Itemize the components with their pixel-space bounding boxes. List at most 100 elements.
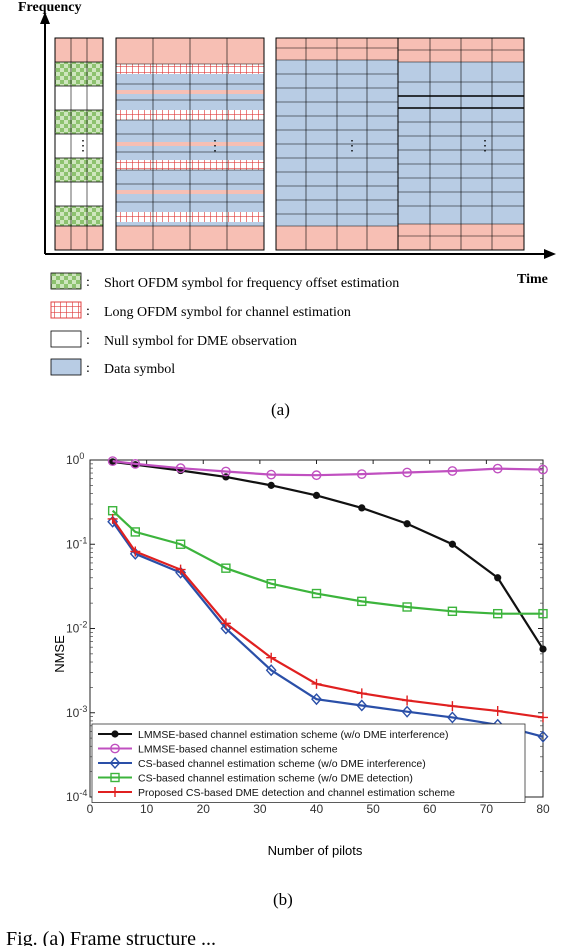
chart-legend: LMMSE-based channel estimation scheme (w… — [91, 723, 526, 803]
data-point — [538, 608, 548, 619]
data-point — [311, 588, 322, 599]
data-point — [266, 469, 277, 480]
data-point — [267, 481, 275, 489]
data-point — [130, 527, 141, 537]
series-line — [111, 521, 544, 738]
legend-entry: LMMSE-based channel estimation scheme (w… — [98, 729, 448, 741]
data-point — [492, 705, 503, 716]
data-point — [107, 513, 118, 524]
data-point — [312, 491, 321, 500]
figure-caption-text: Fig. (a) Frame structure ... — [6, 928, 216, 946]
x-tick-label: 50 — [366, 802, 380, 816]
data-point — [311, 678, 322, 689]
data-point — [311, 693, 322, 706]
data-point — [311, 470, 322, 481]
data-point — [111, 730, 119, 738]
data-point — [130, 546, 141, 557]
nmse-chart: 0 10 20 30 40 50 60 70 80 100 10-1 10-2 10-3 10-4 LMM… — [52, 451, 550, 858]
x-axis-label: Number of pilots — [268, 843, 363, 858]
data-point — [356, 699, 368, 712]
data-point — [107, 456, 118, 467]
data-point — [447, 466, 458, 476]
data-point — [175, 539, 186, 549]
data-point — [446, 711, 458, 724]
y-tick-label: 10-1 — [66, 535, 87, 551]
data-point — [358, 504, 366, 512]
data-point — [539, 645, 547, 653]
diagram-axes — [40, 12, 556, 259]
data-point — [492, 463, 503, 474]
svg-text:Long OFDM symbol for channel e: Long OFDM symbol for channel estimation — [104, 305, 351, 320]
legend-entry: CS-based channel estimation scheme (w/o … — [98, 773, 413, 785]
data-point — [356, 469, 367, 480]
svg-text:⋮: ⋮ — [208, 139, 222, 154]
y-tick-label: 10-3 — [66, 704, 87, 720]
svg-text::: : — [86, 361, 90, 376]
series-5 — [107, 513, 548, 723]
data-point — [356, 688, 367, 699]
legend-label: Proposed CS-based DME detection and chan… — [138, 787, 455, 799]
svg-text::: : — [86, 333, 90, 348]
svg-text:⋮: ⋮ — [345, 139, 359, 154]
channel-estimation-block: ⋮ — [115, 37, 265, 251]
data-point — [402, 695, 413, 706]
y-tick-label: 10-2 — [66, 620, 87, 636]
svg-text::: : — [86, 304, 90, 319]
data-point — [110, 743, 120, 754]
data-point — [402, 467, 412, 478]
data-point — [493, 608, 503, 619]
data-point — [538, 464, 548, 475]
legend-box — [91, 723, 526, 803]
x-tick-label: 70 — [480, 802, 494, 816]
series-2 — [107, 456, 548, 481]
legend-short-symbol: : Short OFDM symbol for frequency offset… — [50, 272, 399, 291]
data-point — [110, 772, 120, 783]
data-point — [221, 563, 231, 573]
caption-a: (a) — [271, 400, 290, 419]
x-tick-label: 0 — [87, 802, 94, 816]
data-point — [447, 606, 458, 617]
data-point — [109, 756, 121, 770]
axis-frequency-label: Frequency — [18, 0, 82, 15]
data-point — [448, 540, 456, 548]
svg-text:⋮: ⋮ — [478, 139, 492, 154]
legend-entry: CS-based channel estimation scheme (w/o … — [98, 756, 426, 770]
legend-long-symbol: : Long OFDM symbol for channel estimatio… — [50, 301, 351, 320]
svg-text:Short OFDM symbol for frequenc: Short OFDM symbol for frequency offset e… — [104, 276, 399, 291]
data-point — [175, 463, 186, 474]
data-point — [266, 652, 277, 663]
data-block-2: ⋮ — [397, 37, 525, 251]
data-point — [401, 705, 413, 718]
data-point — [537, 730, 549, 743]
y-tick-label: 10-4 — [66, 788, 87, 804]
data-point — [538, 712, 548, 723]
data-point — [107, 515, 119, 528]
data-point — [175, 564, 186, 575]
y-axis-label: NMSE — [52, 635, 67, 673]
data-point — [265, 664, 277, 677]
data-point — [175, 566, 187, 579]
x-tick-label: 60 — [423, 802, 437, 816]
data-point — [220, 618, 231, 629]
legend-data-symbol: : Data symbol — [50, 358, 175, 377]
legend-label: CS-based channel estimation scheme (w/o … — [138, 758, 426, 770]
chart-ticks: 0 10 20 30 40 50 60 70 80 100 10-1 10-2 10-3 10-4 — [66, 451, 550, 816]
svg-text:⋮: ⋮ — [76, 139, 90, 154]
frame-structure-diagram: Frequency Time ⋮ ⋮ — [18, 0, 556, 419]
data-point — [266, 579, 276, 589]
x-tick-label: 40 — [310, 802, 324, 816]
data-point — [402, 602, 412, 612]
legend-label: CS-based channel estimation scheme (w/o … — [138, 773, 413, 785]
data-point — [403, 520, 411, 528]
legend-null-symbol: : Null symbol for DME observation — [50, 330, 297, 349]
legend-entry: Proposed CS-based DME detection and chan… — [98, 787, 455, 799]
data-point — [494, 574, 502, 582]
caption-b: (b) — [273, 890, 293, 909]
x-tick-label: 10 — [140, 802, 154, 816]
legend-label: LMMSE-based channel estimation scheme (w… — [138, 729, 448, 741]
preamble-short-block: ⋮ — [54, 37, 104, 251]
legend-entry: LMMSE-based channel estimation scheme — [98, 744, 338, 756]
x-tick-label: 30 — [253, 802, 267, 816]
x-tick-label: 80 — [536, 802, 550, 816]
svg-text:Null symbol for DME observatio: Null symbol for DME observation — [104, 334, 297, 349]
